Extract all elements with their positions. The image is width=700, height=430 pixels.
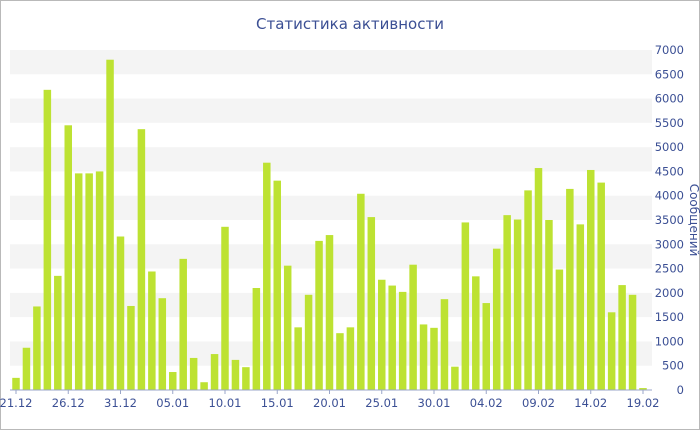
bar (534, 168, 543, 390)
bar (12, 377, 20, 390)
grid-band (10, 195, 652, 220)
bar (388, 285, 396, 390)
y-tick-label: 6500 (655, 67, 684, 81)
bar (294, 327, 302, 390)
bar (430, 327, 438, 390)
bar (200, 382, 208, 390)
bar (106, 59, 114, 391)
x-tick-label: 30.01 (418, 396, 451, 410)
bar (555, 269, 564, 390)
bar (158, 298, 167, 390)
y-tick-label: 6000 (655, 92, 684, 106)
bar (346, 327, 355, 390)
y-tick-label: 2500 (655, 262, 684, 276)
bar (22, 347, 31, 390)
bar (597, 182, 605, 390)
bar (127, 305, 135, 390)
bar (43, 89, 52, 390)
chart-title: Статистика активности (256, 15, 444, 33)
bar (524, 190, 532, 390)
bar (304, 294, 313, 390)
y-tick-label: 4000 (655, 189, 684, 203)
y-tick-label: 5500 (655, 116, 684, 130)
x-tick-label: 31.12 (104, 396, 137, 410)
y-axis-label: Сообщений (687, 184, 700, 257)
bar (367, 217, 376, 390)
x-tick-label: 26.12 (52, 396, 85, 410)
bar (378, 279, 386, 390)
x-tick-label: 20.01 (313, 396, 346, 410)
bar (95, 171, 104, 390)
bar (242, 367, 250, 390)
x-tick-label: 05.01 (156, 396, 189, 410)
bar (398, 291, 407, 390)
bar (273, 180, 281, 390)
bar (315, 240, 323, 390)
bar (545, 220, 553, 390)
bars (12, 59, 647, 391)
bar (148, 271, 156, 390)
y-tick-label: 0 (677, 383, 684, 397)
bar (221, 226, 229, 390)
bar (336, 333, 344, 390)
bar (576, 224, 585, 390)
bar (482, 303, 490, 390)
bar (628, 294, 637, 390)
x-tick-label: 14.02 (574, 396, 607, 410)
bar (252, 288, 261, 390)
y-tick-label: 1000 (655, 334, 684, 348)
bar (74, 173, 83, 390)
bar (283, 265, 292, 390)
x-tick-label: 21.12 (0, 396, 32, 410)
bar (33, 306, 41, 390)
y-tick-label: 3500 (655, 213, 684, 227)
bar (231, 359, 240, 390)
bar (357, 193, 365, 390)
y-tick-label: 4500 (655, 164, 684, 178)
bar (513, 219, 522, 390)
bar (618, 285, 626, 390)
bar (492, 248, 501, 390)
x-axis-ticks: 21.12 26.12 31.12 05.01 10.01 15.01 20.01 25.01… (0, 390, 659, 410)
bar (179, 258, 187, 390)
bar (451, 366, 459, 390)
y-tick-label: 500 (662, 359, 684, 373)
bar (607, 312, 616, 390)
bar (325, 235, 334, 390)
bar (54, 275, 62, 390)
bar (639, 388, 647, 390)
x-tick-label: 25.01 (365, 396, 398, 410)
bar (503, 215, 511, 390)
bar (566, 188, 574, 390)
bar (440, 299, 449, 390)
bar (169, 372, 177, 390)
grid-band (10, 50, 652, 75)
y-tick-label: 2000 (655, 286, 684, 300)
x-tick-label: 15.01 (261, 396, 294, 410)
x-tick-label: 04.02 (470, 396, 503, 410)
grid-band (10, 147, 652, 172)
y-tick-label: 1500 (655, 310, 684, 324)
bar (189, 357, 198, 390)
bar (263, 162, 271, 390)
bar (461, 222, 470, 390)
bar (472, 276, 480, 390)
bar (85, 173, 93, 390)
y-tick-label: 3000 (655, 237, 684, 251)
bar (64, 125, 72, 390)
x-tick-label: 10.01 (209, 396, 242, 410)
bar (419, 324, 428, 390)
bar (116, 236, 125, 390)
x-tick-label: 09.02 (522, 396, 555, 410)
y-tick-label: 5000 (655, 140, 684, 154)
bar (409, 264, 417, 390)
y-axis-ticks: 0 500 1000 1500 2000 2500 3000 3500 4000 4500 5000… (655, 43, 684, 397)
y-tick-label: 7000 (655, 43, 684, 57)
bar (137, 129, 146, 391)
bar (210, 354, 219, 390)
x-tick-label: 19.02 (627, 396, 660, 410)
bar (587, 169, 595, 390)
grid-band (10, 98, 652, 123)
